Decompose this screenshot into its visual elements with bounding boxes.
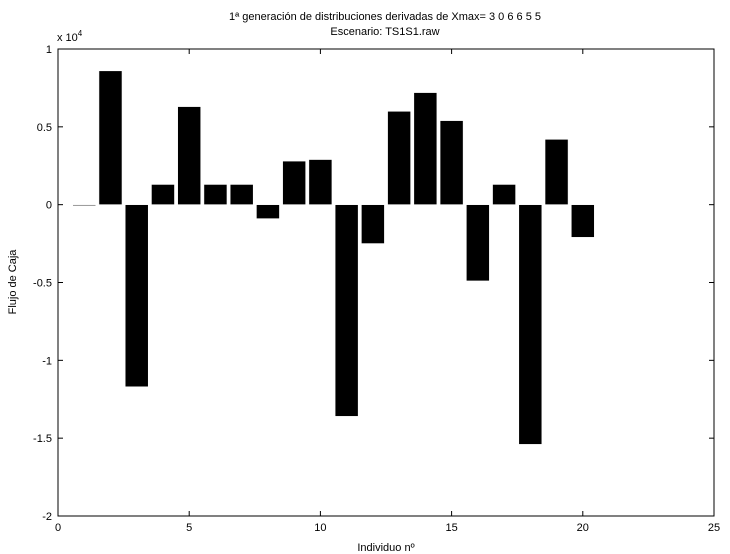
x-axis-ticks: 0 5 10 15 20 25 [55,49,720,534]
y-tick-label: -2 [42,511,52,523]
bar-4 [151,184,175,205]
y-tick-label: 1 [46,44,52,56]
bar-10 [308,159,333,205]
y-tick-label: -1.5 [33,433,52,445]
bar-20 [570,204,595,238]
y-axis-ticks: -2 -1.5 -1 -0.5 0 0.5 1 [33,44,714,523]
bar-14 [413,92,438,205]
bar-9 [282,160,307,205]
bar-19 [544,138,569,205]
y-tick-label: -0.5 [33,278,52,290]
bar-1 [72,204,97,206]
bar-18 [518,204,543,445]
x-tick-label: 25 [708,522,720,534]
plot-area [57,48,715,517]
y-tick-label: -1 [42,355,52,367]
bar-8 [256,204,280,219]
y-axis-label: Flujo de Caja [7,249,19,315]
x-tick-label: 5 [186,522,192,534]
chart-subtitle: Escenario: TS1S1.raw [330,26,439,38]
bar-12 [361,204,385,244]
x-tick-label: 15 [445,522,457,534]
y-multiplier-base: x 10 [57,32,78,44]
bar-6 [203,184,228,205]
bar-7 [229,184,254,205]
bar-16 [465,204,490,282]
bar-17 [492,184,516,205]
x-tick-label: 0 [55,522,61,534]
bar-11 [334,204,359,417]
y-multiplier: x 104 [57,29,83,44]
chart-title: 1ª generación de distribuciones derivada… [229,11,541,23]
bar-15 [439,120,464,205]
y-tick-label: 0.5 [37,122,52,134]
bar-2 [98,70,123,205]
bars-group [72,70,595,445]
y-multiplier-exponent: 4 [78,29,83,38]
x-tick-label: 20 [577,522,589,534]
bar-5 [177,106,202,205]
bar-13 [387,110,411,205]
x-tick-label: 10 [314,522,326,534]
bar-3 [124,204,149,388]
y-tick-label: 0 [46,200,52,212]
x-axis-label: Individuo nº [357,542,414,554]
